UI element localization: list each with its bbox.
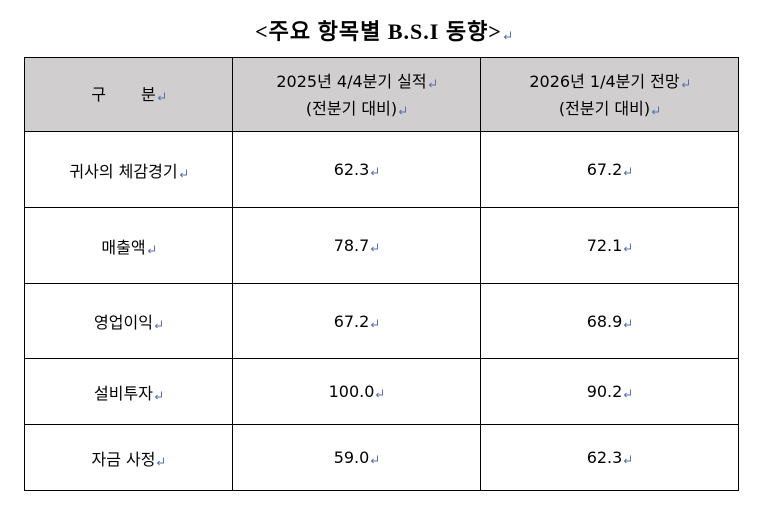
paragraph-mark <box>651 106 660 114</box>
paragraph-mark <box>681 79 689 87</box>
table-row: 영업이익 67.2 68.9 <box>24 283 739 359</box>
paragraph-mark-shape <box>624 167 632 176</box>
paragraph-mark-shape <box>154 320 162 329</box>
bsi-value: 67.2 <box>333 311 370 331</box>
paragraph-mark-shape <box>179 169 187 177</box>
table-cell: 영업이익 <box>24 283 233 359</box>
paragraph-mark <box>371 319 379 327</box>
paragraph-mark-shape <box>371 455 379 464</box>
paragraph-mark <box>371 167 379 176</box>
table-cell: 90.2 <box>480 358 739 425</box>
paragraph-mark <box>371 455 379 464</box>
item-label: 매출액 <box>101 237 146 257</box>
paragraph-mark-shape <box>503 31 511 40</box>
table-cell: 62.3 <box>480 424 739 491</box>
header-cell: 2026년 1/4분기 전망 (전분기 대비) <box>480 57 739 132</box>
paragraph-mark <box>624 319 632 327</box>
item-label: 설비투자 <box>94 383 153 403</box>
paragraph-mark-shape <box>371 243 379 252</box>
paragraph-mark-shape <box>376 389 384 398</box>
bsi-value: 68.9 <box>586 311 623 331</box>
header-cell: 2025년 4/4분기 실적 (전분기 대비) <box>232 57 481 132</box>
paragraph-mark <box>624 243 632 252</box>
paragraph-mark <box>624 389 632 398</box>
table-cell: 78.7 <box>232 207 481 284</box>
paragraph-mark-shape <box>624 319 632 327</box>
item-label: 자금 사정 <box>91 449 156 469</box>
paragraph-mark <box>157 457 165 465</box>
title: <주요 항목별 B.S.I 동향> <box>0 14 767 46</box>
paragraph-mark-shape <box>371 319 379 327</box>
table-row: 자금 사정 59.0 62.3 <box>24 424 739 491</box>
paragraph-mark-shape <box>428 79 436 87</box>
paragraph-mark-shape <box>624 243 632 252</box>
paragraph-mark-shape <box>624 455 632 464</box>
bsi-value: 90.2 <box>586 382 623 401</box>
header-text: 2026년 1/4분기 전망 <box>529 71 680 91</box>
bsi-value: 59.0 <box>333 448 370 467</box>
paragraph-mark <box>371 243 379 252</box>
paragraph-mark <box>428 79 436 87</box>
bsi-value: 72.1 <box>586 236 623 255</box>
paragraph-mark-shape <box>651 106 660 114</box>
table-cell: 매출액 <box>24 207 233 284</box>
table-body: 귀사의 체감경기 62.3 67.2 매출액 78.7 72.1 영업이익 67.2 68.9 설… <box>24 131 739 491</box>
table-cell: 67.2 <box>232 283 481 359</box>
table-cell: 68.9 <box>480 283 739 359</box>
bsi-value: 100.0 <box>328 382 375 401</box>
paragraph-mark <box>147 245 155 253</box>
table-cell: 자금 사정 <box>24 424 233 491</box>
paragraph-mark <box>503 31 511 40</box>
title-text: <주요 항목별 B.S.I 동향> <box>255 19 502 44</box>
table-row: 귀사의 체감경기 62.3 67.2 <box>24 131 739 208</box>
table-cell: 62.3 <box>232 131 481 208</box>
table-row: 설비투자 100.0 90.2 <box>24 358 739 425</box>
table-cell: 설비투자 <box>24 358 233 425</box>
paragraph-mark <box>154 391 162 399</box>
paragraph-mark-shape <box>157 457 165 465</box>
bsi-value: 78.7 <box>333 236 370 255</box>
paragraph-mark <box>154 320 162 329</box>
header-cell: 구 분 <box>24 57 233 132</box>
header-text: (전분기 대비) <box>558 98 651 118</box>
paragraph-mark-shape <box>371 167 379 176</box>
header-text: (전분기 대비) <box>305 98 398 118</box>
paragraph-mark <box>179 169 187 177</box>
paragraph-mark-shape <box>157 92 165 101</box>
table-cell: 귀사의 체감경기 <box>24 131 233 208</box>
table-row: 매출액 78.7 72.1 <box>24 207 739 284</box>
bsi-value: 62.3 <box>333 160 370 179</box>
bsi-table: 구 분 2025년 4/4분기 실적 (전분기 대비) 2026년 1/4분기 전… <box>24 57 739 491</box>
header-row: 구 분 2025년 4/4분기 실적 (전분기 대비) 2026년 1/4분기 전… <box>24 57 739 132</box>
paragraph-mark <box>398 106 407 114</box>
paragraph-mark <box>624 455 632 464</box>
paragraph-mark <box>376 389 384 398</box>
paragraph-mark <box>157 92 165 101</box>
paragraph-mark-shape <box>624 389 632 398</box>
paragraph-mark-shape <box>398 106 407 114</box>
paragraph-mark-shape <box>154 391 162 399</box>
paragraph-mark-shape <box>147 245 155 253</box>
item-label: 영업이익 <box>94 313 153 332</box>
header-text: 구 분 <box>91 85 156 104</box>
table-cell: 67.2 <box>480 131 739 208</box>
table-cell: 72.1 <box>480 207 739 284</box>
table-cell: 100.0 <box>232 358 481 425</box>
paragraph-mark-shape <box>681 79 689 87</box>
header-text: 2025년 4/4분기 실적 <box>276 71 427 91</box>
item-label: 귀사의 체감경기 <box>69 161 178 181</box>
bsi-value: 67.2 <box>586 160 623 179</box>
paragraph-mark <box>624 167 632 176</box>
bsi-value: 62.3 <box>586 448 623 467</box>
table-cell: 59.0 <box>232 424 481 491</box>
